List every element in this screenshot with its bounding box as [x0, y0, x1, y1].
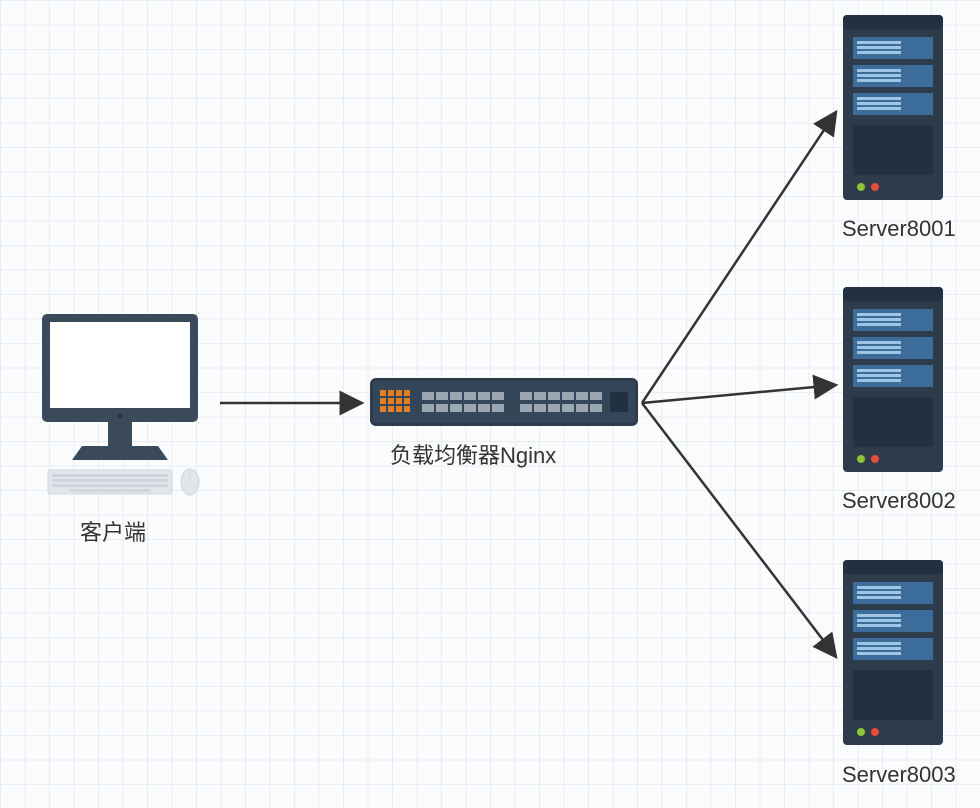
edge-nginx-server3 — [642, 403, 836, 657]
server2-label: Server8002 — [842, 488, 956, 514]
client-node — [30, 310, 210, 510]
server2-node — [843, 287, 943, 472]
client-label: 客户端 — [80, 515, 146, 547]
server1-label: Server8001 — [842, 216, 956, 242]
server-rack-icon — [843, 560, 943, 745]
edge-nginx-server1 — [642, 112, 836, 403]
server-rack-icon — [843, 15, 943, 200]
server3-node — [843, 560, 943, 745]
server3-label: Server8003 — [842, 762, 956, 788]
switch-icon — [370, 378, 638, 426]
nginx-node — [370, 378, 638, 426]
nginx-label: 负载均衡器Nginx — [390, 438, 556, 470]
monitor-icon — [30, 310, 210, 510]
server-rack-icon — [843, 287, 943, 472]
edge-nginx-server2 — [642, 385, 836, 403]
server1-node — [843, 15, 943, 200]
